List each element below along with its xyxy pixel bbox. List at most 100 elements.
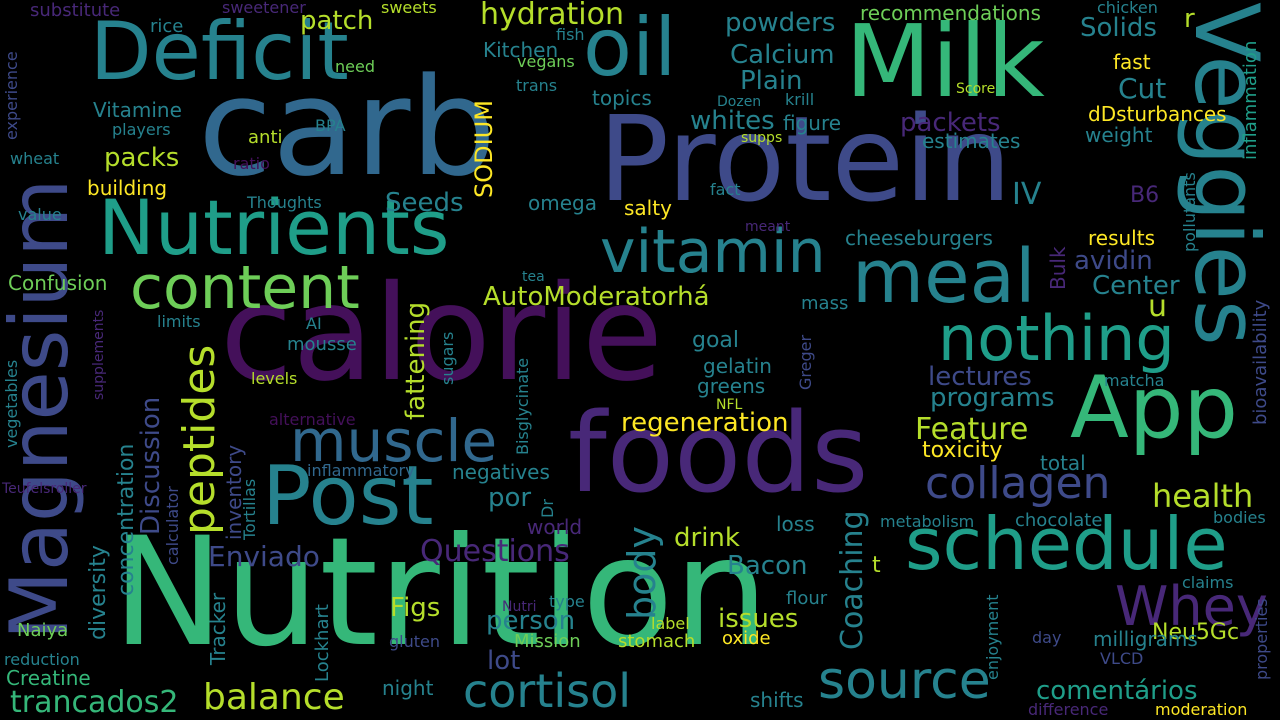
word-patch: patch <box>300 6 374 36</box>
word-anti: anti <box>248 127 283 148</box>
word-ratio: ratio <box>233 154 270 173</box>
word-limits: limits <box>157 312 201 331</box>
word-day: day <box>1032 628 1062 647</box>
word-center: Center <box>1092 271 1180 301</box>
word-calculator: calculator <box>163 486 182 565</box>
word-u: u <box>1148 289 1168 324</box>
word-bulk: Bulk <box>1046 246 1070 290</box>
word-label: label <box>651 614 690 633</box>
word-app: App <box>1070 358 1239 458</box>
word-fact: fact <box>710 180 741 199</box>
word-nothing: nothing <box>938 302 1175 375</box>
word-gluten: gluten <box>389 632 440 651</box>
word-cheeseburgers: cheeseburgers <box>845 226 993 250</box>
word-experience: experience <box>2 51 21 140</box>
word-b6: B6 <box>1130 183 1160 208</box>
word-packs: packs <box>104 143 180 173</box>
word-sugars: sugars <box>438 331 457 385</box>
word-content: content <box>130 253 360 323</box>
word-inflammatory: inflammatory <box>307 461 415 480</box>
word-enjoyment: enjoyment <box>983 594 1002 680</box>
word-metabolism: metabolism <box>880 512 975 531</box>
word-negatives: negatives <box>452 460 550 484</box>
word-milligrams: milligrams <box>1093 627 1198 651</box>
word-whites: whites <box>690 106 775 136</box>
word-oxide: oxide <box>722 628 771 649</box>
word-lot: lot <box>487 646 521 676</box>
word-feature: Feature <box>915 412 1029 447</box>
word-inflammation: inflammation <box>1240 40 1261 160</box>
word-type: type <box>549 592 585 611</box>
word-issues: issues <box>718 604 799 634</box>
word-milk: Milk <box>845 3 1045 120</box>
word-calorie: calorie <box>220 257 664 411</box>
word-pollutants: pollutants <box>1180 172 1199 252</box>
word-loss: loss <box>776 512 815 536</box>
word-bioavailability: bioavailability <box>1250 299 1271 425</box>
word-greens: greens <box>697 374 766 398</box>
word-confusion: Confusion <box>8 271 108 295</box>
word-weight: weight <box>1085 123 1153 147</box>
word-vegetables: vegetables <box>2 359 21 448</box>
word-need: need <box>335 57 375 76</box>
word-powders: powders <box>725 8 836 38</box>
word-stomach: stomach <box>618 631 696 652</box>
word-properties: properties <box>1252 598 1271 680</box>
word-figure: figure <box>783 111 842 135</box>
word-bisglycinate: Bisglycinate <box>513 357 532 455</box>
word-nutrition: Nutrition <box>112 506 769 680</box>
word-total: total <box>1040 451 1086 475</box>
word-supplements: supplements <box>91 309 107 400</box>
word-night: night <box>382 676 434 700</box>
word-nutrients: Nutrients <box>98 183 450 272</box>
word-t: t <box>872 553 881 578</box>
word-ddsturbances: dDsturbances <box>1088 102 1227 126</box>
word-vitamine: Vitamine <box>93 98 182 122</box>
word-diversity: diversity <box>86 545 111 640</box>
word-whey: Whey <box>1115 575 1268 638</box>
word-bpa: BPA <box>315 116 346 135</box>
word-dozen: Dozen <box>717 94 762 110</box>
word-iv: IV <box>1012 177 1042 212</box>
word-neu5gc: Neu5Gc <box>1152 620 1240 645</box>
word-source: source <box>818 651 991 711</box>
word-meal: meal <box>852 234 1036 320</box>
word-fattening: fattening <box>401 301 431 420</box>
word-mass: mass <box>801 293 849 314</box>
word-discussion: Discussion <box>136 396 166 535</box>
word-regeneration: regeneration <box>621 408 789 438</box>
word-thoughts: Thoughts <box>247 193 322 212</box>
word-vitamin: vitamin <box>600 217 826 287</box>
word-trans: trans <box>516 76 558 95</box>
word-vlcd: VLCD <box>1100 649 1144 668</box>
word-carb: carb <box>198 49 497 206</box>
word-score: Score <box>956 81 996 97</box>
word-building: building <box>87 176 168 200</box>
word-avidin: avidin <box>1074 246 1153 276</box>
word-flour: flour <box>786 588 828 609</box>
word-programs: programs <box>930 383 1055 413</box>
word-cortisol: cortisol <box>463 664 632 718</box>
word-schedule: schedule <box>905 502 1228 586</box>
word-bacon: Bacon <box>727 551 808 581</box>
word-calcium: Calcium <box>730 40 835 70</box>
word-sodium: SODIUM <box>470 100 498 198</box>
word-rice: rice <box>150 16 184 37</box>
word-mission: Mission <box>514 631 581 652</box>
word-nfl: NFL <box>716 397 743 413</box>
word-cut: Cut <box>1118 72 1167 105</box>
word-toxicity: toxicity <box>922 438 1003 463</box>
word-figs: Figs <box>390 593 441 623</box>
word-ai: AI <box>306 314 322 333</box>
word-tortillas: Tortillas <box>240 478 259 540</box>
word-world: world <box>527 515 583 539</box>
word-lockhart: Lockhart <box>312 604 333 682</box>
word-substitute: substitute <box>30 0 121 21</box>
word-protein: Protein <box>598 90 1012 228</box>
word-wheat: wheat <box>10 149 60 168</box>
word-dr: Dr <box>538 499 557 518</box>
word-goal: goal <box>692 328 740 353</box>
word-topics: topics <box>592 86 652 110</box>
word-solids: Solids <box>1080 13 1157 43</box>
